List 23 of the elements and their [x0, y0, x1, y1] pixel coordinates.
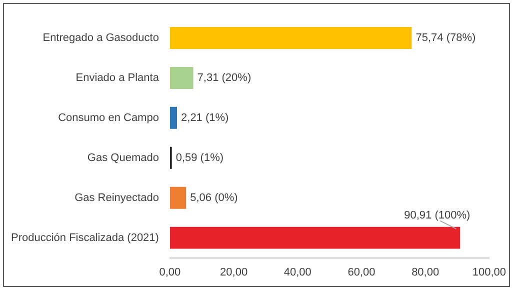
x-tick-label: 0,00 — [159, 266, 181, 278]
y-tick-label: Enviado a Planta — [76, 72, 160, 84]
y-tick-label: Gas Quemado — [87, 152, 159, 164]
bar — [170, 106, 178, 129]
y-tick-label: Consumo en Campo — [58, 112, 159, 124]
data-label: 7,31 (20%) — [197, 72, 252, 84]
x-tick-label: 20,00 — [220, 266, 248, 278]
y-tick-label: Gas Reinyectado — [74, 192, 159, 204]
bar — [170, 26, 412, 49]
data-label: 5,06 (0%) — [190, 192, 238, 204]
x-tick-label: 60,00 — [348, 266, 376, 278]
data-label: 0,59 (1%) — [176, 152, 224, 164]
x-tick-label: 100,00 — [472, 266, 506, 278]
x-tick-label: 40,00 — [284, 266, 312, 278]
bar — [170, 186, 186, 209]
x-tick-label: 80,00 — [412, 266, 440, 278]
data-label: 90,91 (100%) — [404, 209, 470, 222]
data-label: 2,21 (1%) — [181, 112, 229, 124]
data-label: 75,74 (78%) — [416, 32, 476, 44]
bar — [170, 226, 460, 249]
bar — [170, 66, 194, 89]
y-tick-label: Producción Fiscalizada (2021) — [10, 232, 159, 244]
y-tick-label: Entregado a Gasoducto — [42, 32, 159, 44]
